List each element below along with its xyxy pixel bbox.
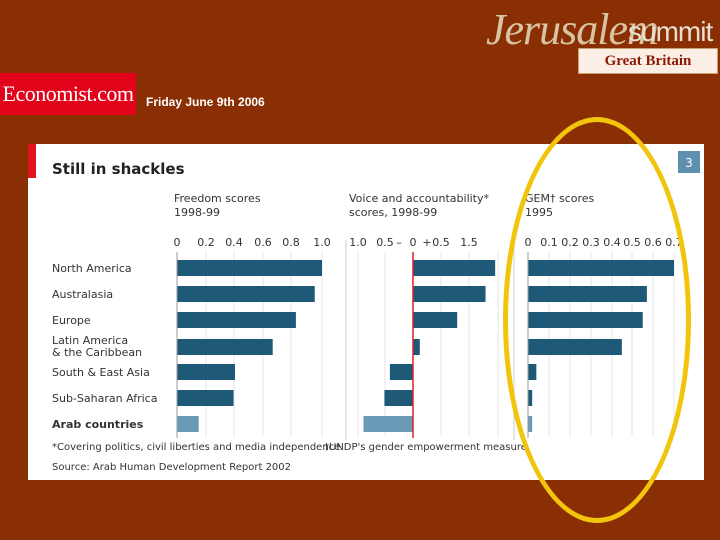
logo-jerusalem-text: Jerusalem <box>486 5 659 54</box>
chart-accent-bar <box>28 144 36 178</box>
category-label: North America <box>52 262 132 275</box>
bar-voice <box>413 260 496 276</box>
bar-voice <box>413 339 420 355</box>
great-britain-badge: Great Britain <box>578 48 718 74</box>
category-label: Latin America <box>52 334 128 347</box>
highlight-ellipse <box>503 117 691 523</box>
footnote: †UNDP's gender empowerment measure <box>324 442 527 453</box>
tick-label: 1.0 <box>313 236 331 249</box>
chart-number: 3 <box>685 156 693 170</box>
bar-freedom <box>177 339 273 355</box>
tick-label: 0.4 <box>225 236 243 249</box>
footnote: *Covering politics, civil liberties and … <box>52 442 340 453</box>
category-label: South & East Asia <box>52 366 150 379</box>
panel-subtitle: 1998-99 <box>174 206 220 219</box>
tick-label: 0.8 <box>282 236 300 249</box>
panel-title: Freedom scores <box>174 192 261 205</box>
chart-number-box <box>678 151 700 173</box>
category-label: & the Caribbean <box>52 346 142 359</box>
category-label: Europe <box>52 314 91 327</box>
tick-label: 0 <box>410 236 417 249</box>
tick-sign-plus: + <box>422 236 431 249</box>
tick-sign-minus: – <box>396 236 402 249</box>
bar-voice <box>363 416 413 432</box>
bar-freedom <box>177 390 234 406</box>
tick-label: 0 <box>174 236 181 249</box>
tick-label: 1.0 <box>349 236 367 249</box>
bar-freedom <box>177 286 315 302</box>
bar-freedom <box>177 364 235 380</box>
category-label: Arab countries <box>52 418 144 431</box>
chart-title: Still in shackles <box>52 160 185 178</box>
tick-label: 0.2 <box>197 236 215 249</box>
panel-title: Voice and accountability* <box>349 192 489 205</box>
bar-voice <box>413 312 458 328</box>
tick-label: 0.5 <box>376 236 394 249</box>
chart-source: Source: Arab Human Development Report 20… <box>52 462 291 473</box>
bar-freedom <box>177 260 322 276</box>
bar-freedom <box>177 416 199 432</box>
bar-voice <box>413 286 486 302</box>
bar-voice <box>389 364 413 380</box>
category-label: Australasia <box>52 288 113 301</box>
bar-freedom <box>177 312 296 328</box>
panel-subtitle: scores, 1998-99 <box>349 206 437 219</box>
tick-label: 1.5 <box>460 236 478 249</box>
logo-summit-text: summit <box>628 16 713 47</box>
bar-voice <box>384 390 413 406</box>
tick-label: 0.5 <box>432 236 450 249</box>
tick-label: 0.6 <box>254 236 272 249</box>
economist-logo: Economist.com <box>0 73 136 115</box>
category-label: Sub-Saharan Africa <box>52 392 157 405</box>
date-label: Friday June 9th 2006 <box>146 95 265 109</box>
